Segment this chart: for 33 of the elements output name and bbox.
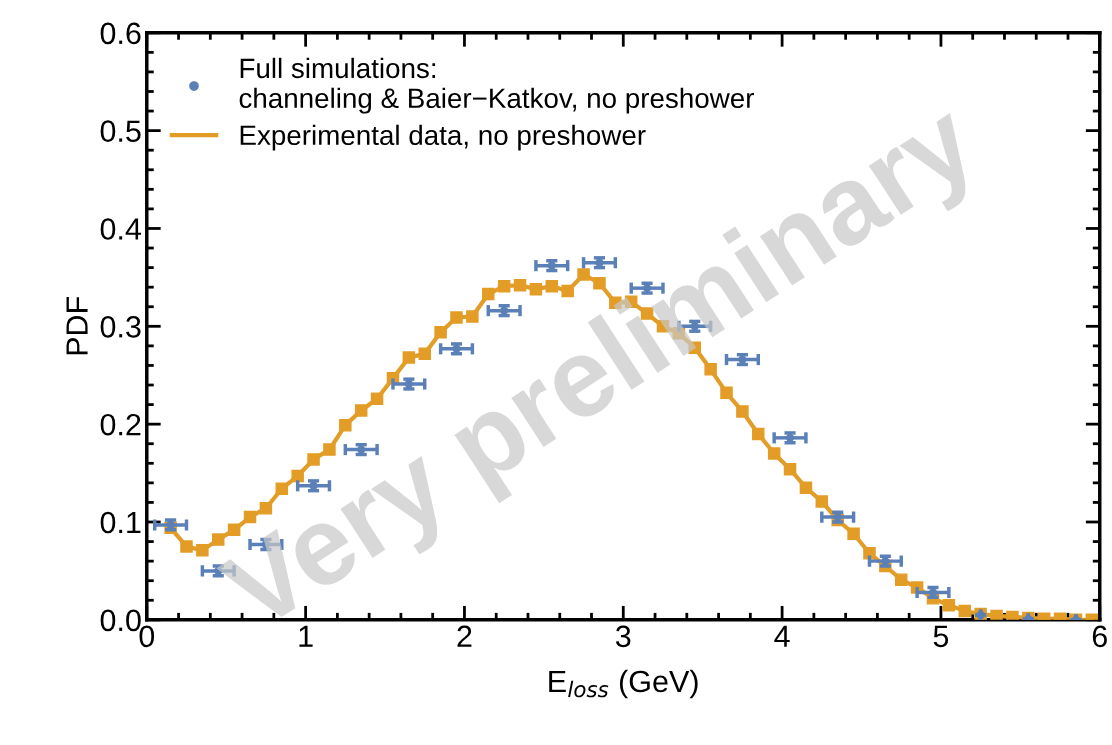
point [402,351,416,364]
point [180,540,193,553]
y-tick-label: 0.2 [100,413,141,436]
legend-label: Full simulations: channeling & Baier−Katkov, no preshower [239,57,755,114]
x-tick-label: 3 [615,625,631,648]
y-tick-label: 0.3 [100,316,141,338]
point [1006,610,1019,620]
x-tick-label: 6 [1092,625,1107,648]
x-tick-label: 2 [457,625,472,647]
point [863,547,876,560]
y-axis-title: PDF [66,296,88,355]
point [894,573,908,586]
x-tick-label: 1 [299,625,313,647]
x-tick-label: 5 [933,625,949,648]
point [847,527,860,540]
y-tick-label: 0.1 [100,511,141,534]
y-tick-label: 0.0 [100,609,141,632]
point [418,347,431,360]
y-tick-label: 0.4 [100,218,142,240]
y-tick-label: 0.5 [100,120,141,142]
x-tick-label: 0 [139,625,155,648]
point [958,604,972,618]
y-tick-label: 0.6 [100,22,141,45]
point [434,325,447,339]
x-tick-label: 4 [774,625,790,647]
point [323,443,336,456]
point [990,609,1003,620]
point [942,598,956,612]
point [339,418,352,432]
point [354,404,368,417]
x-axis-title: E$_{loss}$ (GeV) [549,669,698,699]
point [370,392,384,405]
point [196,544,209,557]
